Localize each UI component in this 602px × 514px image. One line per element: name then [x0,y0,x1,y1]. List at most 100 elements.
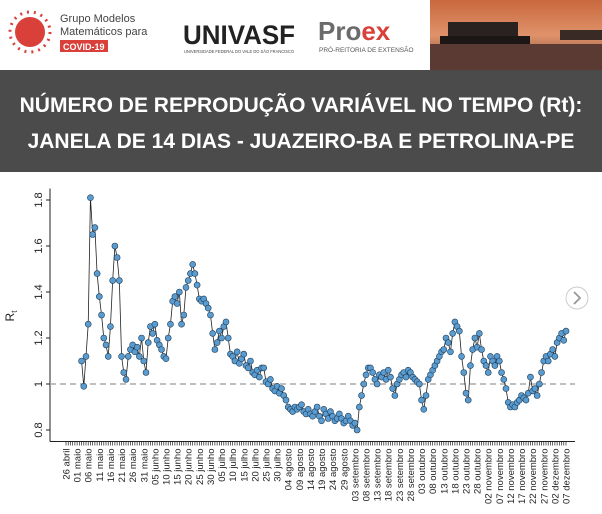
data-point [80,382,88,390]
data-point [142,369,150,376]
photo [430,0,602,70]
next-button[interactable] [565,286,589,310]
x-tick-label: 27 novembro [539,449,550,504]
x-tick-label: 10 junho [162,449,173,485]
data-point [167,320,174,328]
data-point [502,385,510,392]
x-tick-label: 07 dezembro [562,449,573,504]
data-point [138,334,145,342]
data-point [391,392,399,399]
x-tick-label: 07 novembro [495,449,506,504]
data-point [422,392,430,399]
x-tick-label: 01 maio [73,449,84,483]
data-point [402,373,410,381]
data-point [418,396,425,404]
data-point [476,330,483,337]
data-point [449,330,456,337]
data-point [120,369,128,376]
data-point [118,353,125,360]
data-point [538,369,545,376]
y-label: R [3,312,17,321]
data-point [78,357,85,365]
data-point [462,389,470,397]
data-point [164,334,172,342]
x-tick-label: 28 outubro [473,449,484,494]
data-point [111,242,119,250]
data-point [444,339,452,346]
data-point [313,403,321,411]
data-point [107,323,114,330]
data-point [140,357,148,365]
x-tick-label: 20 junho [184,449,195,485]
data-point [224,334,232,342]
x-tick-label: 03 outubro [417,449,428,494]
data-point [184,277,192,284]
data-point [498,369,505,376]
data-point [149,330,156,337]
data-point [171,293,179,300]
x-tick-label: 29 agosto [339,449,350,491]
x-tick-label: 18 outubro [450,449,461,494]
data-point [420,405,428,413]
data-point [93,270,101,277]
x-tick-label: 09 agosto [295,449,306,491]
data-point [133,343,141,351]
data-point [447,348,454,356]
data-point [193,281,201,289]
data-point [484,369,492,376]
x-tick-label: 20 julho [250,449,261,482]
data-point [440,346,448,353]
data-point [180,311,188,319]
data-point [182,284,190,291]
data-point [389,385,396,392]
data-point [464,396,472,404]
data-point [527,373,534,381]
data-point [151,320,159,328]
x-tick-label: 05 julho [217,449,228,482]
data-point [551,353,559,360]
univasf-logo: UNIVASF UNIVERSIDADE FEDERAL DO VALE DO … [183,20,295,54]
data-point [267,376,274,383]
x-tick-label: 14 agosto [306,449,317,491]
x-tick-label: 02 novembro [484,449,495,504]
data-point [362,371,370,379]
x-tick-label: 21 maio [117,449,128,483]
data-point [109,277,116,284]
y-tick-label: 1.4 [33,284,45,299]
proex-logo: Proex PRÓ-REITORIA DE EXTENSÃO [318,16,414,54]
x-tick-label: 02 dezembro [550,449,561,504]
x-tick-label: 08 setembro [362,449,373,502]
data-point [373,380,381,388]
proex-a: Pro [318,16,361,46]
univasf-sub: UNIVERSIDADE FEDERAL DO VALE DO SÃO FRAN… [184,48,294,54]
data-point [351,419,359,427]
data-point [471,334,479,342]
data-point [144,339,152,346]
x-tick-label: 15 julho [239,449,250,482]
x-tick-label: 04 agosto [284,449,295,491]
series-line [81,197,567,431]
data-point [158,346,165,353]
data-point [356,403,363,411]
x-tick-label: 26 maio [128,449,139,483]
data-point [533,392,541,399]
data-point [176,288,183,296]
x-tick-label: 13 outubro [439,449,450,494]
x-tick-label: 28 setembro [406,449,417,502]
covid-logo: Grupo Modelos Matemáticos para COVID-19 [8,10,148,54]
data-point [416,380,423,388]
data-point [369,369,376,376]
x-tick-label: 25 junho [195,449,206,485]
data-point [536,380,543,388]
x-tick-label: 11 maio [95,449,106,482]
y-axis-label: Rt [3,310,19,322]
data-point [456,327,463,335]
data-point [531,385,539,392]
title-band [0,70,602,172]
data-point [84,320,92,328]
proex-b: ex [361,16,390,46]
data-point [278,385,285,392]
data-point [191,270,199,277]
x-tick-label: 23 setembro [395,449,406,502]
